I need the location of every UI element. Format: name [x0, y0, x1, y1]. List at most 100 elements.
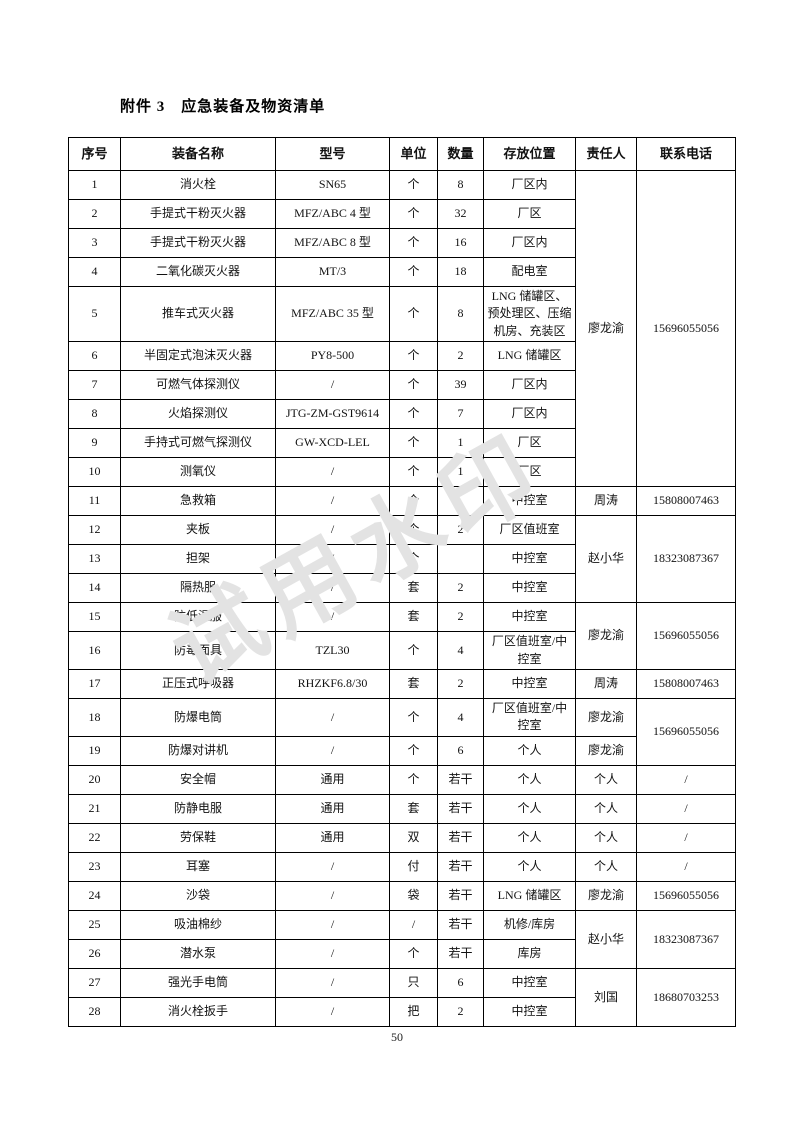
unit-cell: 套 [389, 793, 438, 824]
equipment-name-cell: 消火栓扳手 [120, 996, 276, 1027]
header-storage-location: 存放位置 [483, 137, 576, 171]
unit-cell: 付 [389, 851, 438, 882]
quantity-cell: 16 [437, 228, 484, 258]
quantity-cell: 若干 [437, 851, 484, 882]
serial-number-cell: 8 [68, 399, 121, 430]
contact-phone-cell: 15696055056 [636, 602, 736, 670]
unit-cell: 个 [389, 428, 438, 459]
equipment-name-cell: 测氧仪 [120, 457, 276, 488]
unit-cell: / [389, 909, 438, 940]
serial-number-cell: 1 [68, 170, 121, 200]
model-cell: / [275, 370, 390, 401]
storage-location-cell: 厂区 [483, 457, 576, 488]
contact-phone-cell: / [636, 822, 736, 853]
serial-number-cell: 16 [68, 631, 121, 670]
table-row: 9 手持式可燃气探测仪 GW-XCD-LEL 个 1 厂区 [68, 428, 736, 459]
serial-number-cell: 2 [68, 199, 121, 229]
model-cell: / [275, 602, 390, 633]
quantity-cell: 2 [437, 515, 484, 546]
serial-number-cell: 24 [68, 880, 121, 911]
table-row: 18 防爆电筒 / 个 4 厂区值班室/中控室 廖龙渝 15696055056 [68, 697, 736, 766]
quantity-cell: 2 [437, 996, 484, 1027]
model-cell: PY8-500 [275, 341, 390, 372]
serial-number-cell: 23 [68, 851, 121, 882]
unit-cell: 只 [389, 967, 438, 998]
responsible-person-cell: 廖龙渝 [575, 169, 637, 488]
unit-cell: 个 [389, 735, 438, 766]
table-row: 7 可燃气体探测仪 / 个 39 厂区内 [68, 370, 736, 401]
table-row: 27 强光手电筒 / 只 6 中控室 刘国 18680703253 [68, 967, 736, 1027]
quantity-cell: 若干 [437, 822, 484, 853]
storage-location-cell: 厂区值班室/中控室 [483, 631, 576, 670]
unit-cell: 个 [389, 515, 438, 546]
quantity-cell: 2 [437, 602, 484, 633]
storage-location-cell: 厂区内 [483, 228, 576, 258]
table-row: 14 隔热服 / 套 2 中控室 [68, 573, 736, 604]
serial-number-cell: 25 [68, 909, 121, 940]
header-responsible-person: 责任人 [575, 137, 637, 171]
table-row: 5 推车式灭火器 MFZ/ABC 35 型个 8 LNG 储罐区、预处理区、压缩机房、充… [68, 285, 736, 343]
equipment-name-cell: 吸油棉纱 [120, 909, 276, 940]
responsible-person-cell: 赵小华 [575, 515, 637, 604]
table-row: 15 防低温服 / 套 2 中控室 廖龙渝 15696055056 [68, 602, 736, 670]
equipment-name-cell: 正压式呼吸器 [120, 668, 276, 699]
storage-location-cell: LNG 储罐区 [483, 880, 576, 911]
quantity-cell: 2 [437, 573, 484, 604]
storage-location-cell: 库房 [483, 938, 576, 969]
contact-phone-cell: 18323087367 [636, 909, 736, 969]
table-row: 17 正压式呼吸器 RHZKF6.8/30 套 2 中控室 周涛 15808007463 [68, 668, 736, 699]
responsible-person-cell: 周涛 [575, 486, 637, 517]
model-cell: / [275, 851, 390, 882]
table-row: 22 劳保鞋 通用双若干 个人 个人 / [68, 822, 736, 853]
contact-phone-cell: 15696055056 [636, 880, 736, 911]
quantity-cell: 1 [437, 428, 484, 459]
equipment-name-cell: 二氧化碳灭火器 [120, 257, 276, 287]
responsible-person-cell: 个人 [575, 822, 637, 853]
equipment-name-cell: 沙袋 [120, 880, 276, 911]
model-cell: / [275, 735, 390, 766]
model-cell: GW-XCD-LEL [275, 428, 390, 459]
equipment-name-cell: 可燃气体探测仪 [120, 370, 276, 401]
contact-phone-cell: 18323087367 [636, 515, 736, 604]
serial-number-cell: 13 [68, 544, 121, 575]
equipment-table-body: 1 消火栓 SN65 个 8 厂区内 廖龙渝 15696055056 2 手提式干粉灭火器 MFZ/… [68, 169, 736, 1027]
model-cell: / [275, 697, 390, 737]
header-serial-number: 序号 [68, 137, 121, 171]
table-row: 25 吸油棉纱 / / 若干 机修/库房 赵小华 18323087367 [68, 909, 736, 969]
quantity-cell: 1 [437, 457, 484, 488]
contact-phone-cell: 15696055056 [636, 697, 736, 766]
equipment-name-cell: 防低温服 [120, 602, 276, 633]
storage-location-cell: 配电室 [483, 257, 576, 287]
equipment-name-cell: 防爆电筒 [120, 697, 276, 737]
model-cell: / [275, 967, 390, 998]
model-cell: MT/3 [275, 257, 390, 287]
quantity-cell [437, 486, 484, 517]
unit-cell: 双 [389, 822, 438, 853]
storage-location-cell: 个人 [483, 793, 576, 824]
unit-cell: 把 [389, 996, 438, 1027]
model-cell: 通用 [275, 764, 390, 795]
contact-phone-cell: 18680703253 [636, 967, 736, 1027]
quantity-cell: 7 [437, 399, 484, 430]
model-cell: MFZ/ABC 8 型 [275, 228, 390, 258]
unit-cell: 个 [389, 341, 438, 372]
model-cell: / [275, 573, 390, 604]
model-cell: / [275, 909, 390, 940]
quantity-cell: 4 [437, 631, 484, 670]
storage-location-cell: 中控室 [483, 996, 576, 1027]
serial-number-cell: 19 [68, 735, 121, 766]
quantity-cell: 若干 [437, 764, 484, 795]
storage-location-cell: 厂区内 [483, 170, 576, 200]
unit-cell: 个 [389, 199, 438, 229]
storage-location-cell: 厂区内 [483, 399, 576, 430]
equipment-name-cell: 消火栓 [120, 170, 276, 200]
equipment-name-cell: 急救箱 [120, 486, 276, 517]
responsible-person-cell: 廖龙渝 [575, 880, 637, 911]
model-cell: / [275, 544, 390, 575]
contact-phone-cell: 15696055056 [636, 169, 736, 488]
model-cell: / [275, 486, 390, 517]
table-row: 16 防毒面具 TZL30 个 4 厂区值班室/中控室 [68, 631, 736, 670]
contact-phone-cell: / [636, 851, 736, 882]
table-row: 21 防静电服 通用套若干 个人 个人 / [68, 793, 736, 824]
contact-phone-cell: / [636, 793, 736, 824]
